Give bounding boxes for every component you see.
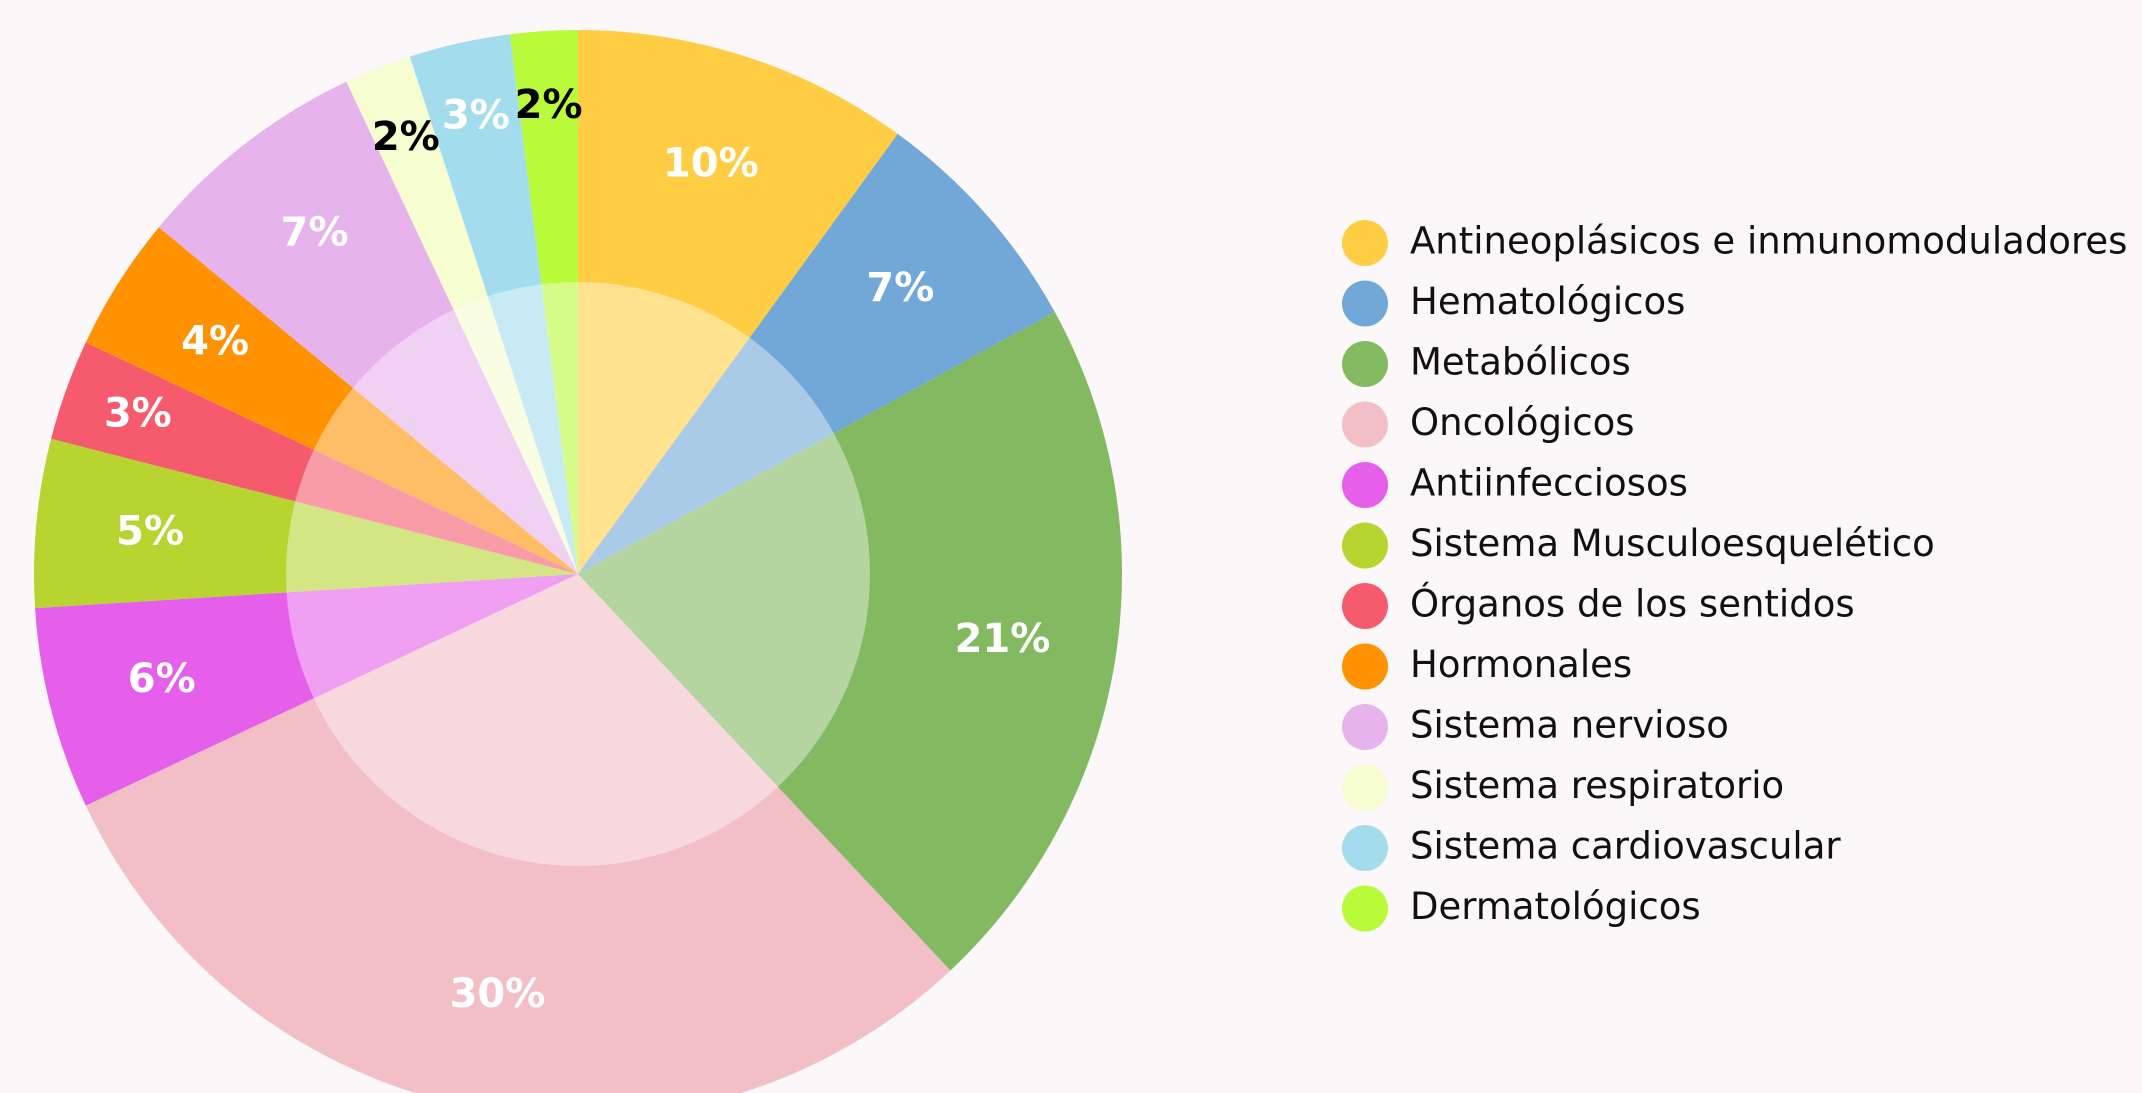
pie-slice bbox=[578, 30, 898, 574]
data-label: 3% bbox=[442, 92, 510, 138]
data-label: 3% bbox=[104, 391, 172, 437]
pie-slice bbox=[35, 574, 578, 806]
legend-label: Sistema nervioso bbox=[1410, 704, 1729, 747]
data-label: 2% bbox=[515, 82, 583, 128]
legend-swatch bbox=[1342, 401, 1388, 448]
pie-slice bbox=[509, 30, 578, 574]
legend-swatch bbox=[1342, 885, 1388, 932]
pie-slice bbox=[85, 574, 951, 1093]
data-label: 10% bbox=[663, 140, 759, 186]
pie-slice bbox=[85, 227, 579, 575]
legend-swatch bbox=[1342, 280, 1388, 327]
legend-label: Sistema cardiovascular bbox=[1410, 825, 1841, 868]
data-label: 30% bbox=[450, 971, 546, 1017]
legend-swatch bbox=[1342, 643, 1388, 690]
data-label: 6% bbox=[128, 656, 196, 702]
pie-slice bbox=[158, 81, 578, 575]
inner-highlight bbox=[286, 282, 870, 866]
legend-swatch bbox=[1342, 220, 1388, 266]
legend-label: Metabólicos bbox=[1410, 341, 1631, 384]
legend-swatch bbox=[1342, 583, 1388, 629]
legend-label: Sistema respiratorio bbox=[1410, 764, 1784, 807]
legend-swatch bbox=[1342, 825, 1388, 871]
legend-label: Oncológicos bbox=[1410, 401, 1635, 444]
pie-slice bbox=[51, 342, 578, 574]
legend-label: Hematológicos bbox=[1410, 280, 1685, 323]
legend-swatch bbox=[1342, 704, 1388, 750]
legend-label: Antiinfecciosos bbox=[1410, 462, 1688, 505]
data-label: 21% bbox=[955, 616, 1051, 662]
legend-swatch bbox=[1342, 462, 1388, 508]
pie-slice bbox=[578, 311, 1122, 971]
legend-label: Dermatológicos bbox=[1410, 885, 1701, 928]
data-label: 7% bbox=[866, 265, 934, 311]
legend-label: Antineoplásicos e inmunomoduladores bbox=[1410, 220, 2127, 263]
legend-swatch bbox=[1342, 764, 1388, 811]
data-label: 5% bbox=[116, 509, 184, 555]
legend-swatch bbox=[1342, 341, 1388, 387]
pie-slice bbox=[409, 34, 578, 574]
pie-slice bbox=[578, 133, 1055, 574]
data-label: 2% bbox=[372, 114, 440, 160]
data-label: 4% bbox=[181, 319, 249, 365]
legend-label: Sistema Musculoesquelético bbox=[1410, 522, 1935, 565]
legend-swatch bbox=[1342, 522, 1388, 569]
data-label: 7% bbox=[281, 209, 349, 255]
pie-slice bbox=[346, 56, 578, 575]
legend-label: Órganos de los sentidos bbox=[1410, 582, 1855, 626]
legend-label: Hormonales bbox=[1410, 643, 1632, 686]
pie-slice bbox=[33, 438, 578, 609]
